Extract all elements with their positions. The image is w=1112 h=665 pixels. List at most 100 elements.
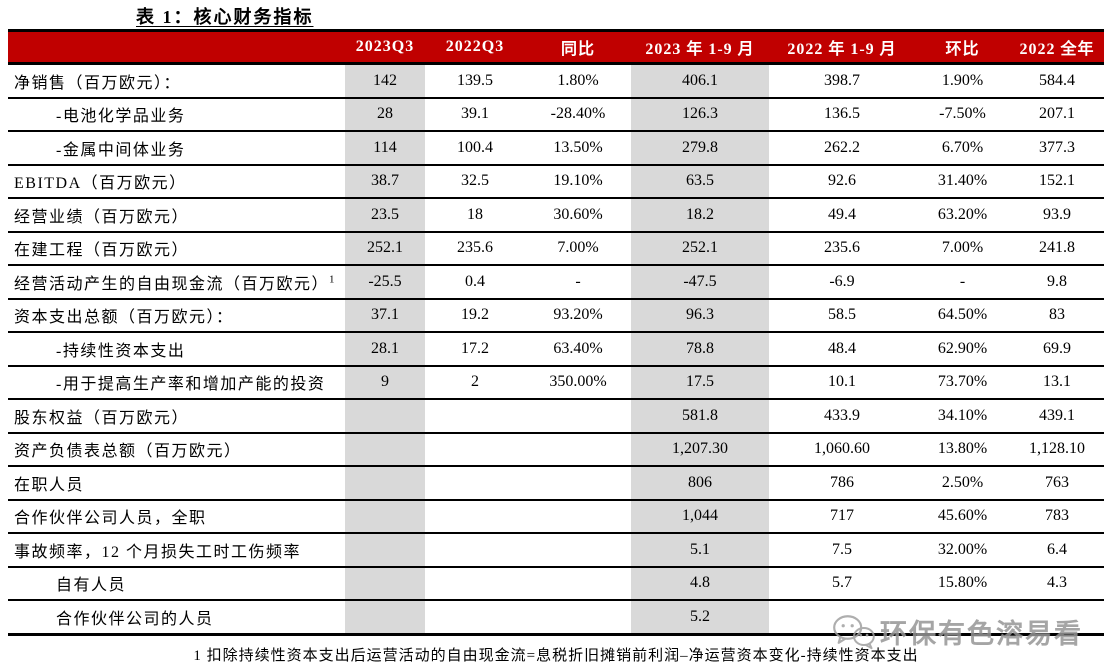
cell-2022fy <box>1010 600 1104 634</box>
cell-qoq: 64.50% <box>915 298 1010 333</box>
cell-2022fy: 584.4 <box>1010 63 1104 99</box>
cell-yoy: 30.60% <box>525 198 631 233</box>
cell-2022fy: 9.8 <box>1010 265 1104 300</box>
row-label: -持续性资本支出 <box>8 332 345 367</box>
cell-qoq: 2.50% <box>915 466 1010 501</box>
cell-2022fy: 377.3 <box>1010 131 1104 166</box>
cell-yoy <box>525 432 631 467</box>
cell-2022-9m: 433.9 <box>769 399 915 434</box>
table-row: 资本支出总额（百万欧元）： 37.1 19.2 93.20% 96.3 58.5 64.50… <box>8 298 1104 333</box>
cell-2023-9m: 96.3 <box>631 298 769 333</box>
cell-2022fy: 6.4 <box>1010 533 1104 568</box>
table-row: 资产负债表总额（百万欧元） 1,207.30 1,060.60 13.80% 1,128… <box>8 432 1104 467</box>
cell-qoq <box>915 600 1010 634</box>
cell-yoy <box>525 600 631 634</box>
cell-2022fy: 152.1 <box>1010 164 1104 199</box>
cell-2023-9m: 581.8 <box>631 399 769 434</box>
table-row: 经营业绩（百万欧元） 23.5 18 30.60% 18.2 49.4 63.20% 93.9 <box>8 198 1104 233</box>
cell-qoq: 34.10% <box>915 399 1010 434</box>
table-title: 表 1：核心财务指标 <box>136 7 314 27</box>
cell-yoy: 1.80% <box>525 63 631 99</box>
table-row: 净销售（百万欧元）： 142 139.5 1.80% 406.1 398.7 1.90% 58… <box>8 63 1104 99</box>
table-row: -金属中间体业务 114 100.4 13.50% 279.8 262.2 6.70% 377… <box>8 131 1104 166</box>
table-row: EBITDA（百万欧元） 38.7 32.5 19.10% 63.5 92.6 31.40%… <box>8 164 1104 199</box>
row-label: EBITDA（百万欧元） <box>8 164 345 199</box>
cell-2023-9m: 5.1 <box>631 533 769 568</box>
cell-qoq: 13.80% <box>915 432 1010 467</box>
cell-2022fy: 69.9 <box>1010 332 1104 367</box>
cell-2022-9m: 786 <box>769 466 915 501</box>
cell-2022-9m: 5.7 <box>769 566 915 601</box>
cell-2023q3: 28 <box>345 97 425 132</box>
cell-yoy: 350.00% <box>525 365 631 400</box>
cell-2023-9m: 1,207.30 <box>631 432 769 467</box>
cell-2022fy: 439.1 <box>1010 399 1104 434</box>
cell-2023q3: 37.1 <box>345 298 425 333</box>
row-label: 在建工程（百万欧元） <box>8 231 345 266</box>
cell-2022-9m: 49.4 <box>769 198 915 233</box>
cell-qoq: - <box>915 265 1010 300</box>
table-row: 合作伙伴公司的人员 5.2 <box>8 600 1104 634</box>
cell-2022fy: 83 <box>1010 298 1104 333</box>
cell-2023q3 <box>345 466 425 501</box>
table-row: 合作伙伴公司人员，全职 1,044 717 45.60% 783 <box>8 499 1104 534</box>
cell-yoy: 93.20% <box>525 298 631 333</box>
cell-2022-9m: -6.9 <box>769 265 915 300</box>
cell-qoq: 32.00% <box>915 533 1010 568</box>
table-row: 在职人员 806 786 2.50% 763 <box>8 466 1104 501</box>
cell-2023q3: 9 <box>345 365 425 400</box>
row-label: 股东权益（百万欧元） <box>8 399 345 434</box>
cell-2022fy: 241.8 <box>1010 231 1104 266</box>
cell-qoq: 1.90% <box>915 63 1010 99</box>
cell-2023-9m: 1,044 <box>631 499 769 534</box>
table-row: 事故频率，12 个月损失工时工伤频率 5.1 7.5 32.00% 6.4 <box>8 533 1104 568</box>
cell-yoy: 13.50% <box>525 131 631 166</box>
core-financials-table: 2023Q3 2022Q3 同比 2023 年 1-9 月 2022 年 1-9… <box>8 29 1104 636</box>
cell-2022-9m <box>769 600 915 634</box>
header-cell-2023q3: 2023Q3 <box>345 30 425 65</box>
cell-2023-9m: 78.8 <box>631 332 769 367</box>
cell-2023-9m: 4.8 <box>631 566 769 601</box>
cell-2023q3: 114 <box>345 131 425 166</box>
cell-yoy <box>525 399 631 434</box>
cell-2022q3: 32.5 <box>425 164 525 199</box>
cell-2022fy: 4.3 <box>1010 566 1104 601</box>
cell-qoq: 62.90% <box>915 332 1010 367</box>
row-label: 自有人员 <box>8 566 345 601</box>
cell-2022fy: 13.1 <box>1010 365 1104 400</box>
cell-2023-9m: 63.5 <box>631 164 769 199</box>
cell-2023q3 <box>345 499 425 534</box>
row-label: 合作伙伴公司人员，全职 <box>8 499 345 534</box>
table-row: 在建工程（百万欧元） 252.1 235.6 7.00% 252.1 235.6 7.00%… <box>8 231 1104 266</box>
cell-2022-9m: 1,060.60 <box>769 432 915 467</box>
cell-2022-9m: 10.1 <box>769 365 915 400</box>
cell-2022q3: 18 <box>425 198 525 233</box>
cell-2022-9m: 58.5 <box>769 298 915 333</box>
cell-2023q3 <box>345 432 425 467</box>
cell-2022q3 <box>425 600 525 634</box>
cell-2022-9m: 235.6 <box>769 231 915 266</box>
cell-2023-9m: 806 <box>631 466 769 501</box>
cell-2023q3: 28.1 <box>345 332 425 367</box>
cell-2022-9m: 262.2 <box>769 131 915 166</box>
footnote: 1 扣除持续性资本支出后运营活动的自由现金流=息税折旧摊销前利润–净运营资本变化… <box>193 648 919 664</box>
footnote-marker: 1 <box>329 273 337 286</box>
cell-2023-9m: 17.5 <box>631 365 769 400</box>
row-label: -金属中间体业务 <box>8 131 345 166</box>
cell-2022q3: 139.5 <box>425 63 525 99</box>
cell-2022-9m: 717 <box>769 499 915 534</box>
row-label: 净销售（百万欧元）： <box>8 63 345 99</box>
cell-2023-9m: 252.1 <box>631 231 769 266</box>
cell-2022q3: 2 <box>425 365 525 400</box>
row-label: 经营活动产生的自由现金流（百万欧元）1 <box>8 265 345 300</box>
header-cell-yoy: 同比 <box>525 30 631 65</box>
cell-2022q3: 17.2 <box>425 332 525 367</box>
table-row: -电池化学品业务 28 39.1 -28.40% 126.3 136.5 -7.50% 207… <box>8 97 1104 132</box>
cell-qoq: 15.80% <box>915 566 1010 601</box>
cell-yoy: 7.00% <box>525 231 631 266</box>
cell-2023q3 <box>345 533 425 568</box>
row-label: 经营业绩（百万欧元） <box>8 198 345 233</box>
header-cell-2022fy: 2022 全年 <box>1010 30 1104 65</box>
cell-qoq: 6.70% <box>915 131 1010 166</box>
cell-2022q3 <box>425 399 525 434</box>
